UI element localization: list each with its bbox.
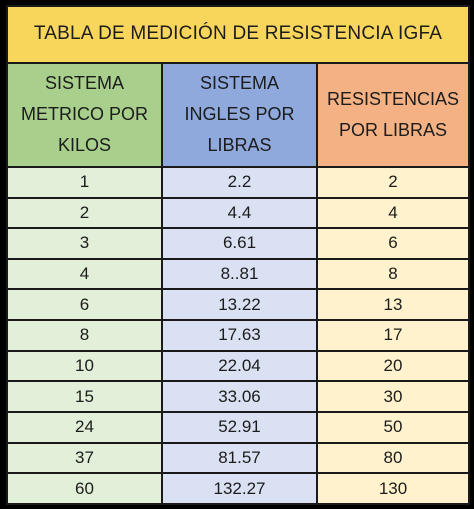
table-row: 4 8..81 8	[6, 257, 470, 291]
table-row: 10 22.04 20	[6, 349, 470, 383]
cell-pounds: 52.91	[161, 411, 318, 444]
resistance-table: TABLA DE MEDICIÓN DE RESISTENCIA IGFA SI…	[6, 5, 470, 505]
cell-resistance: 130	[316, 472, 470, 505]
header-metric-line-2: METRICO POR	[20, 104, 148, 125]
cell-kilos: 3	[6, 227, 163, 260]
table-row: 1 2.2 2	[6, 165, 470, 199]
header-metric-line-1: SISTEMA	[44, 73, 124, 94]
cell-kilos: 6	[6, 288, 163, 322]
cell-pounds: 81.57	[161, 441, 318, 475]
cell-resistance: 8	[316, 257, 470, 291]
cell-kilos: 1	[6, 165, 163, 199]
table-row: 6 13.22 13	[6, 288, 470, 322]
header-resistance-line-2: POR LIBRAS	[338, 119, 448, 140]
header-resistance-pounds: RESISTENCIAS POR LIBRAS	[316, 61, 470, 168]
header-english-line-2: INGLES POR	[184, 104, 295, 125]
cell-resistance: 6	[316, 227, 470, 260]
cell-resistance: 30	[316, 380, 470, 413]
cell-pounds: 22.04	[161, 349, 318, 383]
cell-resistance: 80	[316, 441, 470, 475]
cell-pounds: 13.22	[161, 288, 318, 322]
cell-kilos: 24	[6, 411, 163, 444]
cell-kilos: 60	[6, 472, 163, 505]
cell-pounds: 17.63	[161, 319, 318, 352]
cell-resistance: 4	[316, 196, 470, 230]
table-row: 37 81.57 80	[6, 441, 470, 475]
cell-kilos: 8	[6, 319, 163, 352]
table-row: 60 132.27 130	[6, 472, 470, 505]
cell-resistance: 2	[316, 165, 470, 199]
cell-pounds: 132.27	[161, 472, 318, 505]
cell-pounds: 8..81	[161, 257, 318, 291]
table-row: 24 52.91 50	[6, 411, 470, 444]
cell-kilos: 37	[6, 441, 163, 475]
cell-resistance: 50	[316, 411, 470, 444]
header-english-line-3: LIBRAS	[207, 135, 272, 156]
header-metric-kilos: SISTEMA METRICO POR KILOS	[6, 61, 163, 168]
cell-resistance: 13	[316, 288, 470, 322]
table-title: TABLA DE MEDICIÓN DE RESISTENCIA IGFA	[6, 5, 470, 64]
cell-pounds: 33.06	[161, 380, 318, 413]
table-row: 15 33.06 30	[6, 380, 470, 413]
cell-kilos: 2	[6, 196, 163, 230]
table-row: 8 17.63 17	[6, 319, 470, 352]
cell-kilos: 10	[6, 349, 163, 383]
header-english-line-1: SISTEMA	[199, 73, 279, 94]
table-row: 2 4.4 4	[6, 196, 470, 230]
cell-resistance: 20	[316, 349, 470, 383]
cell-pounds: 6.61	[161, 227, 318, 260]
header-english-pounds: SISTEMA INGLES POR LIBRAS	[161, 61, 318, 168]
table-row: 3 6.61 6	[6, 227, 470, 260]
cell-resistance: 17	[316, 319, 470, 352]
cell-pounds: 4.4	[161, 196, 318, 230]
cell-pounds: 2.2	[161, 165, 318, 199]
header-resistance-line-1: RESISTENCIAS	[326, 88, 460, 109]
cell-kilos: 15	[6, 380, 163, 413]
header-metric-line-3: KILOS	[57, 135, 112, 156]
cell-kilos: 4	[6, 257, 163, 291]
